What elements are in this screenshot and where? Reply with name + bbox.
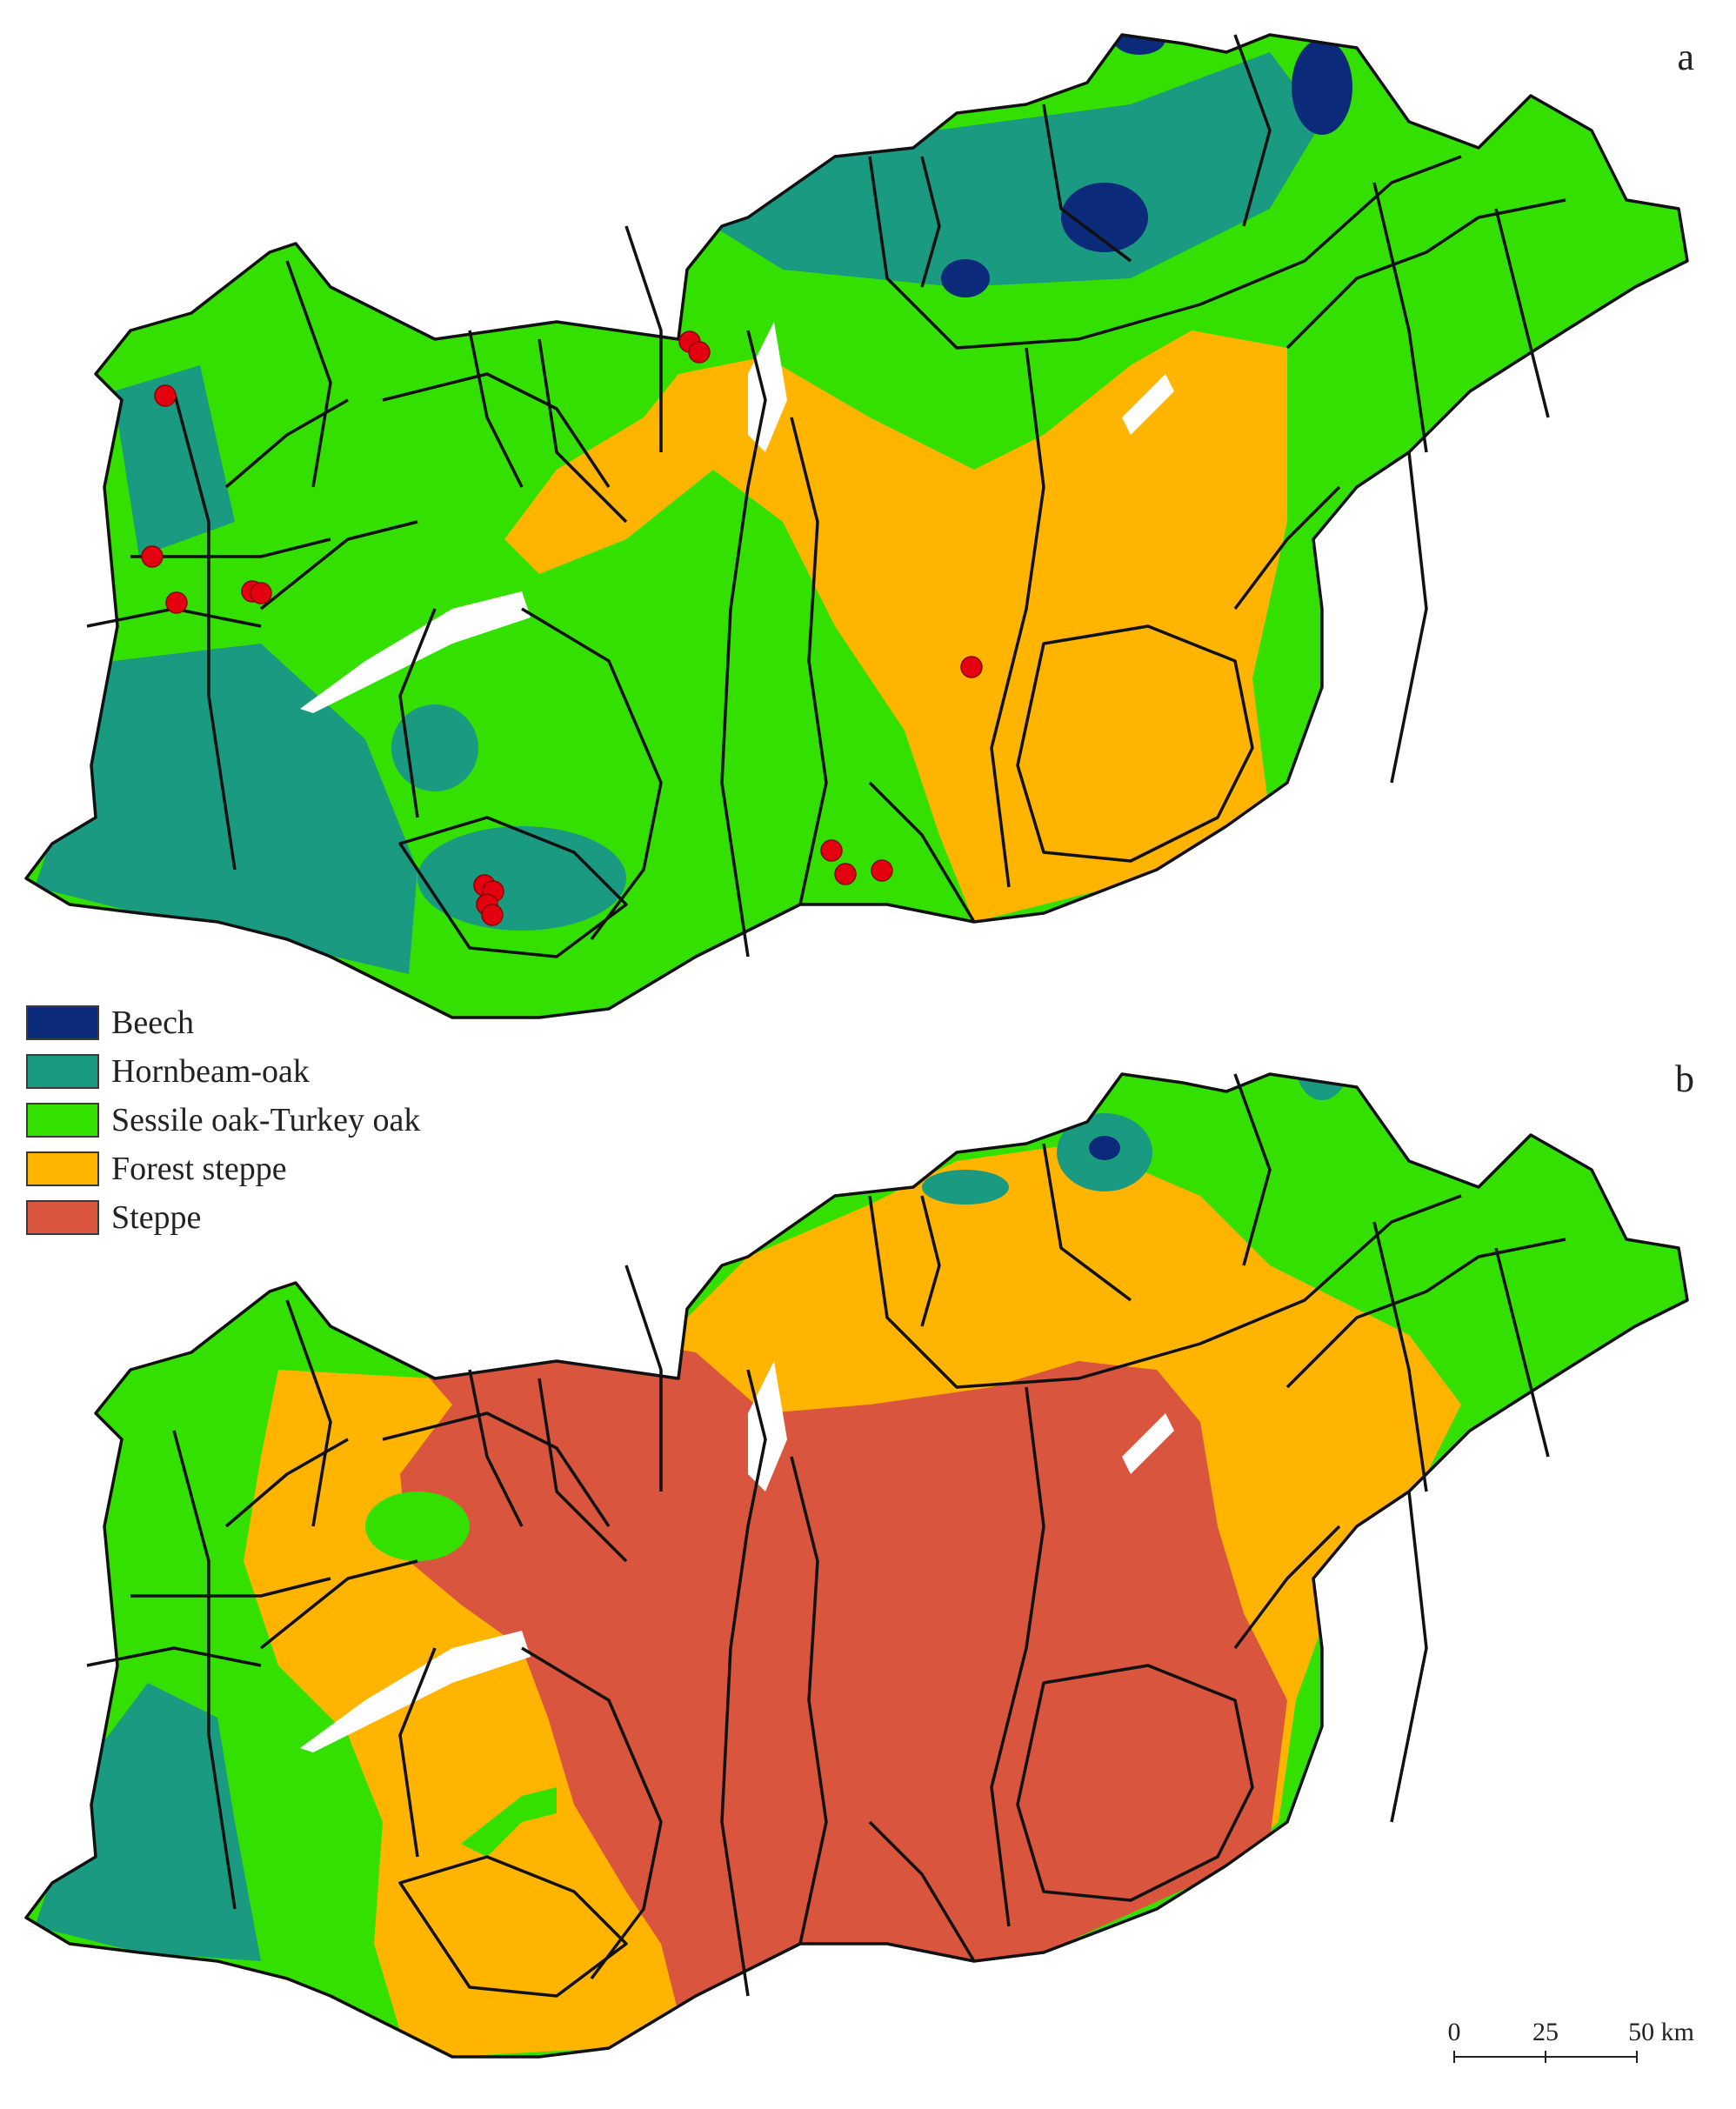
legend-swatch [26,1005,99,1040]
legend-item-sessile-oak-turkey-oak: Sessile oak-Turkey oak [26,1096,420,1145]
scale-bar: 0 25 50 km [1444,2018,1705,2070]
map-b [24,1072,1689,2059]
panel-label-b: b [1675,1058,1694,1100]
scale-label-0: 0 [1447,2018,1461,2046]
legend-label: Beech [111,1004,194,1041]
map-panel-a: a [24,33,1694,1019]
legend-item-hornbeam-oak: Hornbeam-oak [26,1047,420,1096]
legend-label: Sessile oak-Turkey oak [111,1102,421,1138]
site-marker [820,839,843,862]
legend-item-forest-steppe: Forest steppe [26,1145,420,1193]
legend-label: Hornbeam-oak [111,1053,310,1090]
legend: Beech Hornbeam-oak Sessile oak-Turkey oa… [26,998,420,1242]
legend-swatch [26,1200,99,1235]
legend-swatch [26,1054,99,1089]
site-marker [165,591,188,614]
site-marker [871,859,893,882]
legend-item-steppe: Steppe [26,1193,420,1242]
panel-label-a: a [1677,36,1694,78]
scale-tick [1545,2051,1546,2063]
site-marker [481,904,504,926]
site-marker [834,863,857,885]
scale-tick [1453,2051,1455,2063]
legend-swatch [26,1151,99,1186]
site-marker [141,545,164,568]
site-marker [250,582,272,604]
map-a [24,33,1689,1019]
legend-label: Steppe [111,1199,202,1236]
site-marker [154,384,177,407]
scale-label-50: 50 km [1628,2018,1694,2046]
site-marker [960,656,983,678]
legend-label: Forest steppe [111,1151,287,1187]
legend-item-beech: Beech [26,998,420,1047]
scale-label-25: 25 [1532,2018,1559,2046]
legend-swatch [26,1103,99,1138]
scale-tick [1636,2051,1638,2063]
site-marker [688,341,711,364]
map-panel-b: b [0,1039,1736,2066]
survey-site-markers [141,330,983,926]
